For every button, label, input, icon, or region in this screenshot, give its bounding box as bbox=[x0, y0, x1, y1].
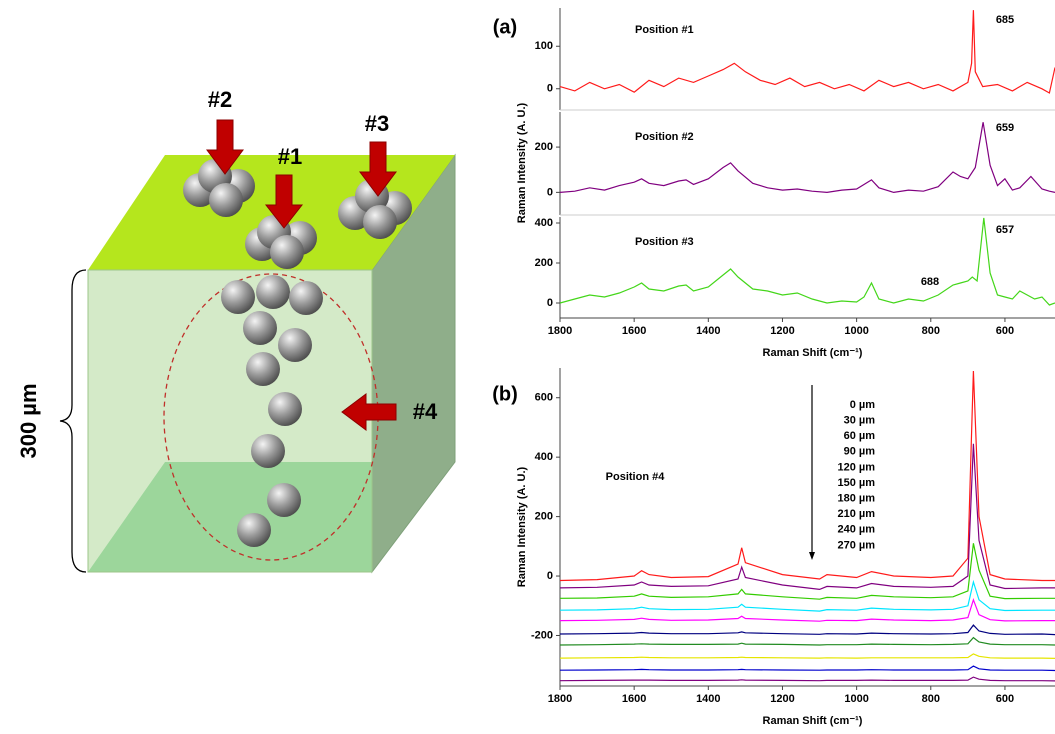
x-tick-label: 1200 bbox=[770, 325, 794, 337]
y-axis-label: Raman Intensity (A. U.) bbox=[516, 466, 528, 587]
label: #1 bbox=[278, 144, 302, 169]
annotation: 657 bbox=[996, 224, 1014, 236]
legend-label: 270 µm bbox=[837, 539, 875, 551]
spectrum-line bbox=[560, 677, 1055, 681]
page: #1 #2 #3 #4 300 µm (a) (b) 0 100 Position … bbox=[0, 0, 1055, 734]
label: #2 bbox=[208, 87, 232, 112]
y-tick-label: 200 bbox=[535, 511, 553, 523]
particle bbox=[237, 513, 271, 547]
x-tick-label: 800 bbox=[922, 325, 940, 337]
y-tick-label: 0 bbox=[547, 570, 553, 582]
particle bbox=[363, 205, 397, 239]
y-tick-label: 600 bbox=[535, 392, 553, 404]
y-axis-label: Raman Intensity (A. U.) bbox=[516, 102, 528, 223]
legend-label: 210 µm bbox=[837, 508, 875, 520]
y-tick-label: 0 bbox=[547, 83, 553, 95]
y-tick-label: 400 bbox=[535, 217, 553, 229]
particle bbox=[221, 280, 255, 314]
x-tick-label: 600 bbox=[996, 325, 1014, 337]
dimension: 300 µm bbox=[16, 383, 41, 458]
series-label: Position #2 bbox=[635, 131, 694, 143]
cube-front bbox=[88, 270, 372, 572]
y-tick-label: -200 bbox=[531, 629, 553, 641]
annotation: Position #4 bbox=[606, 471, 666, 483]
particle bbox=[243, 311, 277, 345]
spectrum-line bbox=[560, 543, 1055, 599]
x-tick-label: 1600 bbox=[622, 693, 646, 705]
x-tick-label: 1600 bbox=[622, 325, 646, 337]
panel-label: (a) bbox=[493, 16, 517, 38]
particle bbox=[209, 183, 243, 217]
y-tick-label: 0 bbox=[547, 186, 553, 198]
x-axis-label: Raman Shift (cm⁻¹) bbox=[763, 347, 863, 359]
spectrum-line bbox=[560, 10, 1055, 93]
legend-label: 30 µm bbox=[844, 415, 876, 427]
annotation: 688 bbox=[921, 276, 939, 288]
y-tick-label: 100 bbox=[535, 40, 553, 52]
label: #3 bbox=[365, 111, 389, 136]
label: #4 bbox=[413, 399, 438, 424]
panel-label: (b) bbox=[492, 383, 518, 405]
spectrum-line bbox=[560, 638, 1055, 645]
particle bbox=[270, 235, 304, 269]
spectrum-line bbox=[560, 444, 1055, 590]
spectrum-line bbox=[560, 218, 1055, 305]
x-axis-label: Raman Shift (cm⁻¹) bbox=[763, 715, 863, 727]
particle bbox=[278, 328, 312, 362]
annotation: 659 bbox=[996, 122, 1014, 134]
particle bbox=[246, 352, 280, 386]
series-label: Position #1 bbox=[635, 24, 694, 36]
figure: #1 #2 #3 #4 300 µm (a) (b) 0 100 Position … bbox=[0, 0, 1055, 734]
legend-label: 90 µm bbox=[844, 446, 876, 458]
x-tick-label: 1800 bbox=[548, 693, 572, 705]
particle bbox=[251, 434, 285, 468]
x-tick-label: 600 bbox=[996, 693, 1014, 705]
particle bbox=[267, 483, 301, 517]
y-tick-label: 200 bbox=[535, 141, 553, 153]
particle bbox=[289, 281, 323, 315]
legend-label: 150 µm bbox=[837, 477, 875, 489]
x-tick-label: 1000 bbox=[844, 325, 868, 337]
brace bbox=[60, 270, 86, 572]
legend-label: 60 µm bbox=[844, 430, 876, 442]
particle bbox=[268, 392, 302, 426]
y-tick-label: 0 bbox=[547, 297, 553, 309]
legend-label: 180 µm bbox=[837, 493, 875, 505]
annotation: 685 bbox=[996, 14, 1014, 26]
y-tick-label: 400 bbox=[535, 451, 553, 463]
x-tick-label: 1000 bbox=[844, 693, 868, 705]
x-tick-label: 1200 bbox=[770, 693, 794, 705]
depth-arrowhead bbox=[809, 552, 815, 560]
y-tick-label: 200 bbox=[535, 257, 553, 269]
particle bbox=[256, 275, 290, 309]
x-tick-label: 1400 bbox=[696, 325, 720, 337]
spectrum-line bbox=[560, 666, 1055, 670]
spectrum-line bbox=[560, 625, 1055, 635]
legend-label: 120 µm bbox=[837, 461, 875, 473]
x-tick-label: 1800 bbox=[548, 325, 572, 337]
x-tick-label: 800 bbox=[922, 693, 940, 705]
legend-label: 240 µm bbox=[837, 524, 875, 536]
series-label: Position #3 bbox=[635, 236, 694, 248]
spectrum-line bbox=[560, 654, 1055, 659]
x-tick-label: 1400 bbox=[696, 693, 720, 705]
legend-label: 0 µm bbox=[850, 399, 876, 411]
